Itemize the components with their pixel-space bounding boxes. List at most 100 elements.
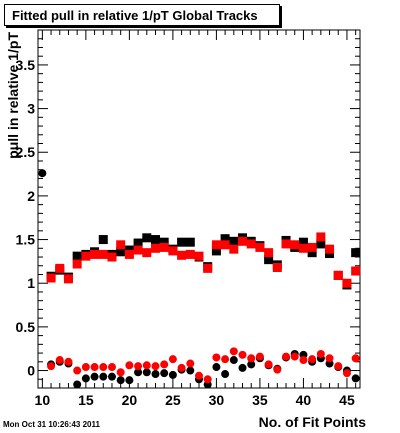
data-point-square bbox=[194, 251, 204, 261]
data-point-square bbox=[246, 239, 256, 249]
x-tick-label: 20 bbox=[122, 392, 138, 408]
data-point-square bbox=[307, 242, 317, 252]
data-point-square bbox=[203, 263, 213, 273]
data-point-square bbox=[55, 263, 65, 273]
data-point-square bbox=[72, 259, 82, 269]
data-point-square bbox=[220, 240, 230, 250]
data-point-square bbox=[238, 236, 248, 246]
data-point-circle bbox=[247, 360, 256, 369]
data-point-square bbox=[177, 237, 187, 247]
x-tick-label: 10 bbox=[35, 392, 51, 408]
x-tick-label: 15 bbox=[78, 392, 94, 408]
data-point-circle bbox=[116, 376, 125, 385]
y-tick-label: 3 bbox=[27, 101, 35, 117]
data-point-square bbox=[264, 255, 274, 265]
data-point-circle bbox=[99, 372, 108, 381]
data-point-circle bbox=[282, 352, 291, 361]
data-point-square bbox=[81, 251, 91, 261]
data-point-circle bbox=[229, 347, 238, 356]
x-tick-label: 35 bbox=[252, 392, 268, 408]
data-point-circle bbox=[151, 370, 160, 379]
y-tick-label: 1.5 bbox=[16, 232, 36, 248]
data-point-square bbox=[90, 249, 100, 259]
data-point-circle bbox=[351, 354, 360, 363]
data-point-circle bbox=[134, 362, 143, 371]
data-point-square bbox=[298, 243, 308, 253]
data-point-circle bbox=[316, 349, 325, 358]
x-tick-label: 40 bbox=[296, 392, 312, 408]
data-point-circle bbox=[125, 361, 134, 370]
data-point-circle bbox=[203, 375, 212, 384]
data-point-circle bbox=[334, 362, 343, 371]
data-point-square bbox=[325, 244, 335, 254]
data-point-circle bbox=[134, 368, 143, 377]
data-point-circle bbox=[47, 362, 56, 371]
data-point-circle bbox=[55, 356, 64, 365]
y-tick-label: 0 bbox=[27, 363, 35, 379]
data-point-circle bbox=[73, 380, 82, 389]
data-point-circle bbox=[221, 370, 230, 379]
data-point-circle bbox=[160, 360, 169, 369]
data-point-square bbox=[298, 237, 308, 247]
data-point-square bbox=[133, 245, 143, 255]
x-tick-label: 45 bbox=[339, 392, 355, 408]
data-point-square bbox=[107, 252, 117, 262]
data-point-square bbox=[307, 248, 317, 258]
data-point-square bbox=[98, 249, 108, 259]
data-point-circle bbox=[299, 356, 308, 365]
data-point-circle bbox=[107, 363, 116, 372]
axes: 10 15 20 25 30 35 40 45 0 0.5 1 1.5 2 2.5 3 3.5 bbox=[16, 29, 360, 408]
data-point-square bbox=[316, 232, 326, 242]
data-point-square bbox=[72, 251, 82, 261]
data-point-square bbox=[333, 270, 343, 280]
data-point-circle bbox=[186, 359, 195, 368]
x-tick-label: 25 bbox=[165, 392, 181, 408]
data-point-square bbox=[281, 239, 291, 249]
data-point-square bbox=[185, 237, 195, 247]
data-point-circle bbox=[290, 352, 299, 361]
data-point-square bbox=[63, 274, 73, 284]
data-point-circle bbox=[255, 352, 264, 361]
data-point-square bbox=[220, 234, 230, 244]
data-point-square bbox=[351, 248, 361, 258]
data-point-square bbox=[159, 237, 169, 247]
data-point-circle bbox=[325, 354, 334, 363]
data-point-square bbox=[264, 248, 274, 258]
data-point-square bbox=[211, 240, 221, 250]
data-point-square bbox=[316, 239, 326, 249]
data-point-circle bbox=[308, 355, 317, 364]
data-point-circle bbox=[238, 363, 247, 372]
data-point-circle bbox=[247, 354, 256, 363]
data-point-square bbox=[229, 236, 239, 246]
data-point-circle bbox=[238, 350, 247, 359]
data-point-circle bbox=[81, 374, 90, 383]
data-point-circle bbox=[160, 369, 169, 378]
data-point-square bbox=[229, 244, 239, 254]
data-marks bbox=[38, 169, 361, 389]
data-point-circle bbox=[38, 169, 47, 178]
y-tick-label: 2 bbox=[27, 188, 35, 204]
data-point-circle bbox=[177, 363, 186, 372]
x-tick-label: 30 bbox=[209, 392, 225, 408]
data-point-square bbox=[159, 242, 169, 252]
data-point-square bbox=[185, 249, 195, 259]
data-point-circle bbox=[142, 361, 151, 370]
data-point-circle bbox=[90, 363, 99, 372]
data-point-circle bbox=[273, 365, 282, 374]
data-point-square bbox=[168, 246, 178, 256]
data-point-square bbox=[150, 235, 160, 245]
data-point-circle bbox=[342, 369, 351, 378]
data-point-circle bbox=[64, 357, 73, 366]
data-point-circle bbox=[90, 372, 99, 381]
data-point-square bbox=[351, 266, 361, 276]
chart-title: Fitted pull in relative 1/pT Global Trac… bbox=[4, 4, 280, 26]
data-point-circle bbox=[212, 353, 221, 362]
data-point-circle bbox=[168, 355, 177, 364]
data-point-circle bbox=[186, 366, 195, 375]
data-point-circle bbox=[81, 363, 90, 372]
timestamp: Mon Oct 31 10:26:43 2011 bbox=[3, 420, 100, 429]
data-point-circle bbox=[264, 360, 273, 369]
data-point-circle bbox=[107, 372, 116, 381]
data-point-square bbox=[211, 246, 221, 256]
data-point-square bbox=[142, 248, 152, 258]
